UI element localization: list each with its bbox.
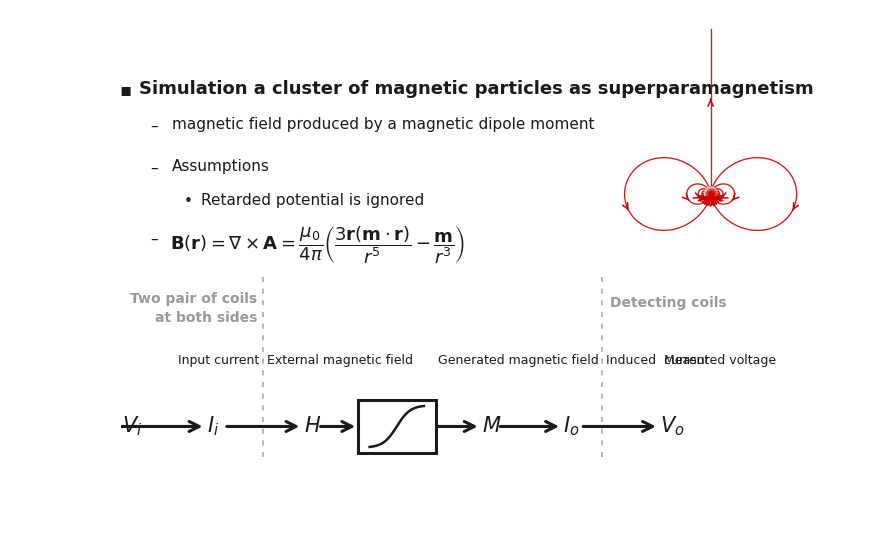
- Text: Induced  current: Induced current: [606, 354, 709, 367]
- Bar: [358, 400, 436, 454]
- Text: Detecting coils: Detecting coils: [610, 295, 727, 309]
- Text: $\mathbf{B}(\mathbf{r}) = \nabla \times \mathbf{A} = \dfrac{\mu_0}{4\pi}\left(\d: $\mathbf{B}(\mathbf{r}) = \nabla \times …: [171, 225, 466, 266]
- Text: $V_o$: $V_o$: [660, 415, 685, 438]
- Text: $I_i$: $I_i$: [207, 415, 219, 438]
- Text: External magnetic field: External magnetic field: [268, 354, 414, 367]
- Text: $M$: $M$: [482, 416, 502, 436]
- Text: Simulation a cluster of magnetic particles as superparamagnetism: Simulation a cluster of magnetic particl…: [139, 80, 814, 98]
- Text: –: –: [150, 161, 158, 176]
- Text: $V_i$: $V_i$: [121, 415, 142, 438]
- Text: –: –: [150, 118, 158, 133]
- Text: $I_o$: $I_o$: [563, 415, 580, 438]
- Text: Retarded potential is ignored: Retarded potential is ignored: [202, 193, 425, 208]
- Text: Two pair of coils
at both sides: Two pair of coils at both sides: [130, 292, 257, 325]
- Text: ▪: ▪: [120, 81, 131, 100]
- Text: Input current: Input current: [179, 354, 260, 367]
- Text: magnetic field produced by a magnetic dipole moment: magnetic field produced by a magnetic di…: [172, 117, 595, 132]
- Text: $H$: $H$: [304, 416, 321, 436]
- Text: Measured voltage: Measured voltage: [664, 354, 776, 367]
- Text: Assumptions: Assumptions: [172, 159, 270, 174]
- Text: •: •: [184, 194, 193, 209]
- Text: –: –: [150, 232, 158, 246]
- Text: Generated magnetic field: Generated magnetic field: [437, 354, 598, 367]
